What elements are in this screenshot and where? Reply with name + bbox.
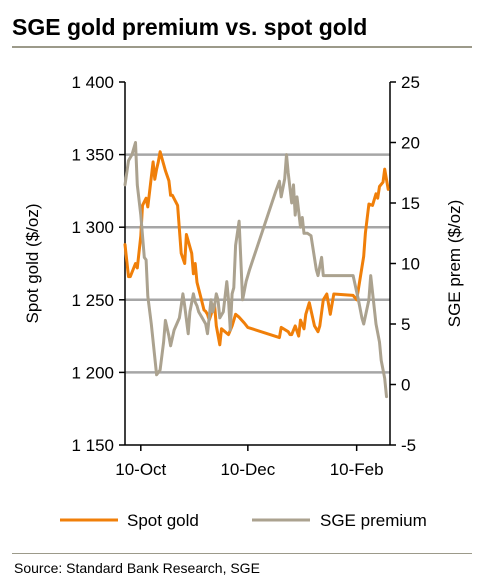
chart-title: SGE gold premium vs. spot gold	[12, 14, 368, 40]
source-divider	[12, 553, 472, 554]
legend-label-sge-premium: SGE premium	[320, 511, 427, 530]
y-tick-label-right: -5	[401, 436, 416, 455]
y-axis-label-left: Spot gold ($/oz)	[23, 203, 42, 323]
y-tick-label-left: 1 200	[71, 363, 114, 382]
source-note: Source: Standard Bank Research, SGE	[14, 560, 260, 576]
y-axis-label-right: SGE prem ($/oz)	[445, 200, 464, 328]
gridlines	[125, 153, 390, 374]
y-tick-label-right: 15	[401, 194, 420, 213]
title-divider	[12, 46, 472, 48]
y-tick-label-left: 1 350	[71, 146, 114, 165]
legend-label-spot-gold: Spot gold	[127, 511, 199, 530]
series-line-sge-premium	[123, 141, 388, 399]
y-tick-label-left: 1 300	[71, 218, 114, 237]
x-tick-label: 10-Oct	[115, 460, 166, 479]
axes	[119, 81, 396, 451]
y-tick-label-left: 1 150	[71, 436, 114, 455]
x-tick-label: 10-Feb	[330, 460, 384, 479]
y-tick-label-left: 1 400	[71, 73, 114, 92]
y-tick-label-right: 25	[401, 73, 420, 92]
tick-labels: 1 150 1 200 1 250 1 300 1 350 1 400 -5 0 5 10 15 20…	[71, 73, 419, 479]
y-tick-label-right: 10	[401, 255, 420, 274]
legend: Spot gold SGE premium	[60, 511, 427, 530]
y-tick-label-right: 20	[401, 134, 420, 153]
y-tick-label-left: 1 250	[71, 291, 114, 310]
series-lines	[123, 141, 390, 399]
x-tick-label: 10-Dec	[220, 460, 275, 479]
y-tick-label-right: 0	[401, 376, 410, 395]
y-tick-label-right: 5	[401, 315, 410, 334]
